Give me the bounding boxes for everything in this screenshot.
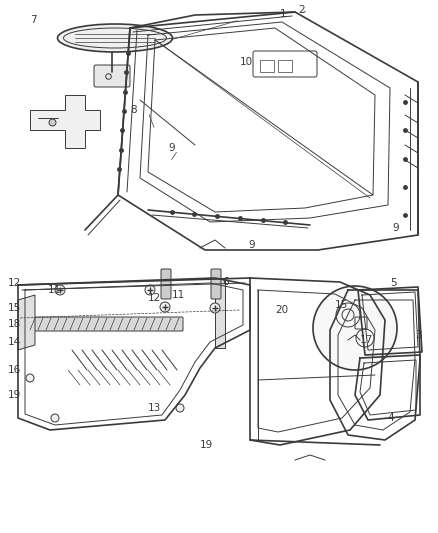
Text: 16: 16 [8,365,21,375]
Circle shape [176,404,184,412]
Text: 18: 18 [8,319,21,329]
Text: 11: 11 [172,290,185,300]
Text: 19: 19 [8,390,21,400]
Bar [260,60,274,72]
Circle shape [160,302,170,312]
Text: 7: 7 [30,15,37,25]
Polygon shape [18,295,35,350]
Ellipse shape [57,24,173,52]
Text: 3: 3 [415,330,422,340]
Text: 13: 13 [148,403,161,413]
Text: 11: 11 [48,285,61,295]
Text: 4: 4 [387,413,394,423]
FancyBboxPatch shape [94,65,130,87]
Text: 12: 12 [148,293,161,303]
Text: 2: 2 [298,5,304,15]
FancyBboxPatch shape [211,269,221,299]
Circle shape [313,286,397,370]
Text: 15: 15 [335,300,348,310]
Text: 19: 19 [200,440,213,450]
Polygon shape [215,278,225,348]
Text: 8: 8 [130,105,137,115]
Text: 5: 5 [390,278,397,288]
Bar [278,60,292,72]
Text: 14: 14 [8,337,21,347]
Text: 10: 10 [240,57,253,67]
Text: 9: 9 [248,240,254,250]
Text: 20: 20 [275,305,288,315]
Text: 12: 12 [8,278,21,288]
Circle shape [51,414,59,422]
Circle shape [210,303,220,313]
FancyBboxPatch shape [161,269,171,299]
Circle shape [26,374,34,382]
Polygon shape [30,95,100,148]
Text: 9: 9 [392,223,399,233]
Text: 9: 9 [168,143,175,153]
Text: 17: 17 [360,335,373,345]
Text: 15: 15 [8,303,21,313]
Text: 6: 6 [222,277,229,287]
FancyBboxPatch shape [21,317,183,331]
Circle shape [55,285,65,295]
Text: 1: 1 [280,9,286,19]
Circle shape [145,285,155,295]
